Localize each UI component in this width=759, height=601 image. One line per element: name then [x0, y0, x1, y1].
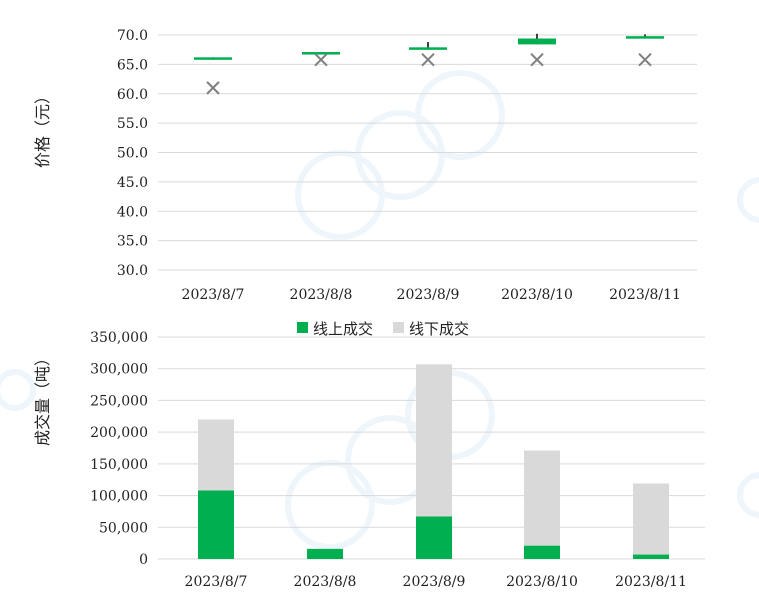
volume-y-ticks: 0 50,000 100,000 150,000 200,000 250,000 300,0…	[90, 330, 148, 568]
price-y-tick-label: 35.0	[117, 234, 148, 250]
price-candle-body	[302, 52, 340, 55]
price-x-marker	[638, 52, 652, 67]
volume-bar-offline	[524, 450, 560, 546]
price-y-tick-label: 50.0	[117, 146, 148, 162]
price-x-marker	[206, 81, 220, 95]
volume-bar-online	[524, 545, 560, 559]
volume-bars	[198, 364, 669, 559]
volume-bar-online	[416, 516, 452, 559]
price-x-marker	[530, 52, 544, 67]
volume-y-tick-label: 350,000	[90, 330, 148, 346]
volume-y-tick-label: 250,000	[90, 393, 148, 409]
legend-label-offline: 线下成交	[409, 320, 469, 338]
price-y-tick-label: 60.0	[117, 87, 148, 103]
volume-x-tick-label: 2023/8/9	[403, 574, 466, 590]
price-x-tick-label: 2023/8/9	[397, 287, 460, 303]
volume-y-tick-label: 300,000	[90, 362, 148, 378]
price-x-tick-label: 2023/8/10	[501, 287, 573, 303]
price-markers	[206, 52, 652, 95]
price-x-marker	[421, 52, 435, 67]
price-candle-body	[626, 36, 664, 39]
watermark	[0, 70, 759, 550]
volume-bar-online	[633, 554, 669, 559]
price-x-tick-label: 2023/8/7	[182, 287, 245, 303]
price-x-ticks: 2023/8/7 2023/8/8 2023/8/9 2023/8/10 2023/8/…	[182, 287, 681, 303]
price-y-ticks: 30.0 35.0 40.0 45.0 50.0 55.0 60.0 65.0 70.0	[117, 28, 148, 279]
price-y-axis-label: 价格（元）	[33, 88, 52, 168]
price-x-marker	[314, 52, 328, 67]
price-y-tick-label: 40.0	[117, 204, 148, 220]
volume-bar-offline	[198, 419, 234, 491]
price-candle-body	[518, 38, 556, 45]
volume-y-tick-label: 100,000	[90, 489, 148, 505]
price-y-tick-label: 55.0	[117, 116, 148, 132]
price-y-tick-label: 70.0	[117, 28, 148, 44]
volume-y-axis-label: 成交量（吨）	[33, 350, 52, 446]
price-candle-body	[194, 57, 232, 60]
price-candle-body	[409, 47, 447, 50]
price-x-tick-label: 2023/8/11	[609, 287, 681, 303]
volume-y-tick-label: 50,000	[99, 520, 148, 536]
volume-x-tick-label: 2023/8/10	[506, 574, 578, 590]
price-y-tick-label: 65.0	[117, 57, 148, 73]
price-x-tick-label: 2023/8/8	[290, 287, 353, 303]
price-chart: 价格（元） 30.0 35.0 40.0 45.0 50.0 55.0 60.0 65.0 70…	[33, 28, 697, 303]
price-candles	[194, 33, 664, 60]
volume-bar-offline	[633, 483, 669, 555]
price-gridlines	[158, 34, 697, 271]
volume-x-tick-label: 2023/8/11	[615, 574, 687, 590]
volume-bar-online	[198, 490, 234, 559]
volume-legend: 线上成交 线下成交	[297, 320, 469, 338]
price-y-tick-label: 45.0	[117, 175, 148, 191]
volume-x-tick-label: 2023/8/7	[185, 574, 248, 590]
legend-swatch-offline	[393, 322, 404, 333]
volume-chart: 成交量（吨） 线上成交 线下成交 0 50,000 100,000 150,000 20…	[33, 320, 705, 590]
volume-x-ticks: 2023/8/7 2023/8/8 2023/8/9 2023/8/10 2023/8/…	[185, 574, 687, 590]
volume-x-tick-label: 2023/8/8	[294, 574, 357, 590]
volume-y-tick-label: 0	[139, 552, 148, 568]
volume-bar-offline	[416, 364, 452, 517]
volume-y-tick-label: 200,000	[90, 425, 148, 441]
price-y-tick-label: 30.0	[117, 263, 148, 279]
legend-swatch-online	[297, 322, 308, 333]
volume-y-tick-label: 150,000	[90, 457, 148, 473]
legend-label-online: 线上成交	[313, 320, 373, 338]
volume-bar-online	[307, 548, 343, 559]
